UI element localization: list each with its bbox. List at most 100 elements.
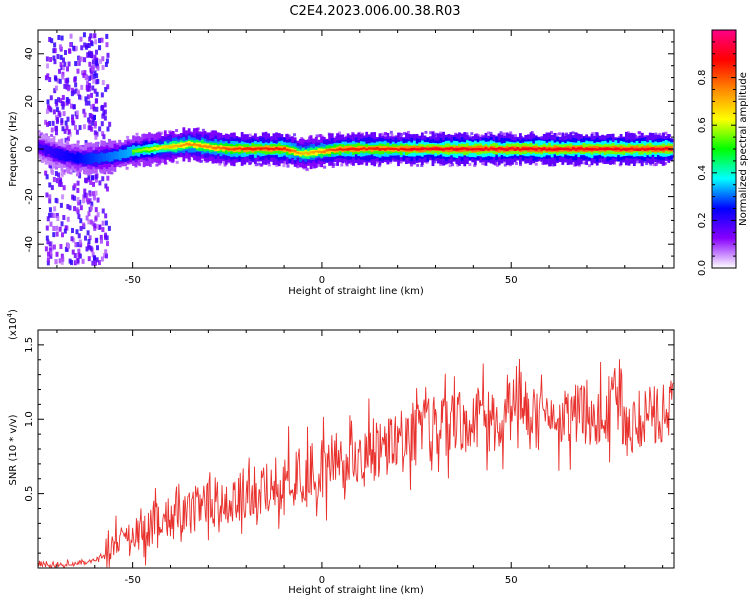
spectrogram-ridge-cell (158, 146, 162, 150)
spectrogram-halo-cell (389, 130, 393, 134)
spectrogram-ridge-cell (553, 148, 557, 151)
spectrogram-ridge-cell (532, 147, 536, 151)
spectrogram-noise-cell (84, 235, 88, 241)
spectrogram-noise-cell (83, 42, 87, 48)
spectrogram-ridge-cell (386, 147, 390, 150)
spectrogram-ridge-cell (564, 147, 567, 151)
spectrogram-ridge-cell (537, 147, 541, 153)
spectrogram-noise-cell (95, 106, 99, 112)
spectrogram-noise-cell (70, 87, 74, 93)
spectrogram-halo-cell (218, 162, 222, 166)
spectrogram-noise-cell (76, 180, 80, 186)
spectrogram-noise-cell (89, 53, 93, 59)
spectrogram-halo-cell (557, 132, 561, 136)
spectrogram-ridge-cell (447, 147, 451, 150)
spectrogram-ridge-cell (572, 147, 575, 150)
spectrogram-ridge-cell (598, 147, 602, 151)
spectrogram-noise-cell (72, 45, 76, 51)
spectrogram-noise-cell (76, 187, 80, 193)
spectrogram-halo-cell (118, 139, 122, 143)
spectrogram-noise-cell (76, 68, 80, 74)
spectrogram-noise-cell (55, 225, 59, 231)
spectrogram-noise-cell (52, 244, 56, 250)
spectrogram-noise-cell (57, 97, 61, 103)
spectrogram-halo-cell (672, 149, 674, 153)
spectrogram-noise-cell (94, 207, 98, 213)
spectrogram-ridge-cell (574, 148, 578, 151)
spectrogram-noise-cell (49, 57, 53, 63)
spectrogram-noise-cell (95, 91, 99, 97)
spectrogram-halo-cell (286, 164, 290, 168)
spectrogram-noise-cell (82, 124, 86, 130)
spectrogram-ridge-cell (370, 147, 374, 150)
spectrogram-noise-cell (83, 57, 87, 63)
spectrogram-noise-cell (60, 35, 64, 41)
spectrogram-halo-cell (282, 161, 286, 165)
spectrogram-halo-cell (63, 169, 67, 173)
spectrogram-ridge-cell (333, 149, 337, 152)
spectrogram-noise-cell (60, 65, 64, 71)
spectrogram-noise-cell (61, 74, 65, 80)
spectrogram-ridge-cell (198, 144, 202, 148)
spectrogram-noise-cell (105, 42, 109, 48)
spectrogram-ridge-cell (381, 148, 384, 151)
spectrogram-noise-cell (74, 88, 78, 94)
spectrogram-noise-cell (52, 225, 56, 231)
spectrogram-noise-cell (66, 136, 70, 142)
spectrogram-halo-cell (287, 134, 291, 138)
spectrogram-ridge-cell (466, 147, 469, 151)
spectrogram-noise-cell (78, 173, 82, 179)
spectrogram-halo-cell (157, 131, 161, 135)
spectrogram-ridge-cell (662, 147, 665, 151)
spectrogram-noise-cell (101, 176, 105, 182)
spectrogram-ridge-cell (545, 148, 549, 151)
spectrogram-ridge-cell (497, 146, 501, 153)
spectrogram-halo-cell (549, 131, 553, 135)
spectrogram-noise-cell (78, 56, 82, 62)
spectrogram-ridge-cell (540, 148, 543, 151)
spectrogram-halo-cell (282, 164, 286, 168)
spectrogram-noise-cell (83, 112, 87, 118)
spectrogram-noise-cell (93, 123, 97, 129)
spectrogram-halo-cell (565, 132, 569, 136)
spectrogram-noise-cell (60, 100, 64, 106)
spectrogram-ridge-cell (566, 147, 570, 151)
spectrogram-ridge-cell (240, 148, 244, 151)
spectrogram-halo-cell (489, 131, 493, 135)
spectrogram-ridge-cell (216, 146, 220, 149)
spectrogram-noise-cell (60, 259, 64, 265)
spectrogram-ridge-cell (577, 147, 581, 150)
spectrogram-ridge-cell (341, 148, 345, 151)
spectrogram-halo-cell (48, 164, 52, 168)
spectrogram-ridge-cell (227, 147, 231, 151)
spectrogram-halo-cell (331, 165, 335, 169)
spectrogram-noise-cell (62, 111, 66, 117)
spectrogram-noise-cell (104, 253, 108, 259)
spectrogram-noise-cell (52, 109, 56, 115)
spectrogram-noise-cell (69, 33, 73, 39)
spectrogram-noise-cell (104, 61, 108, 67)
spectrogram-halo-cell (223, 163, 227, 167)
spectrogram-ridge-cell (118, 149, 122, 161)
spectrogram-noise-cell (89, 74, 93, 80)
spectrogram-ridge-cell (389, 147, 392, 151)
spectrogram-halo-cell (377, 164, 381, 168)
spectrogram-noise-cell (49, 250, 53, 256)
spectrogram-noise-cell (60, 171, 64, 177)
spectrogram-ridge-cell (442, 148, 445, 151)
spectrogram-noise-cell (94, 49, 98, 55)
spectrogram-halo-cell (267, 163, 271, 167)
spectrogram-noise-cell (45, 192, 49, 198)
spectrogram-ridge-cell (272, 148, 276, 151)
spectrogram-halo-cell (494, 162, 498, 166)
spectrogram-ridge-cell (182, 143, 186, 146)
spectrogram-noise-cell (97, 38, 101, 44)
spectrogram-noise-cell (50, 127, 54, 133)
spectrogram-noise-cell (62, 57, 66, 63)
spectrogram-noise-cell (73, 77, 77, 83)
spectrogram-noise-cell (100, 37, 104, 43)
spectrogram-ridge-cell (163, 145, 167, 149)
spectrogram-halo-cell (305, 168, 309, 172)
spectrogram-halo-cell (223, 161, 227, 165)
spectrogram-ridge-cell (79, 153, 82, 163)
